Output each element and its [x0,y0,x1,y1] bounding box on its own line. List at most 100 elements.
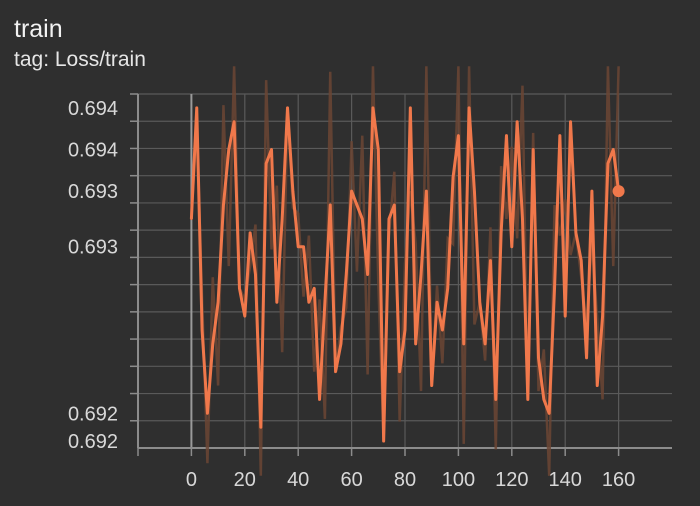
data-point [377,148,380,151]
data-point [542,398,546,401]
data-point [366,273,369,276]
y-tick-label: 0.694 [68,140,118,162]
data-point [409,106,412,110]
smoothed-series [189,106,625,443]
data-point [264,162,268,165]
data-point [430,384,433,387]
axes [130,93,672,456]
data-point [569,120,572,123]
data-point [531,148,535,151]
data-point [515,120,519,123]
data-point [345,273,348,276]
data-point [361,217,364,221]
data-point [334,370,337,373]
data-point [323,301,327,304]
data-point [489,259,492,262]
data-point [371,106,375,110]
x-tick-label: 120 [495,469,528,491]
y-tick-label: 0.693 [68,181,118,203]
data-point [227,148,230,151]
data-point [206,412,209,415]
x-tick-label: 140 [549,469,582,491]
data-point [505,134,508,137]
data-point [612,148,615,151]
x-tick-label: 160 [602,469,635,491]
data-point [419,273,423,276]
data-point [446,287,449,290]
data-point [248,231,252,235]
data-point [307,301,311,304]
x-tick-label: 60 [340,469,362,491]
x-tick-label: 40 [287,469,309,491]
data-point [478,301,481,304]
data-point [537,356,540,359]
data-point [483,342,487,346]
data-point [457,134,460,137]
data-point [329,203,332,207]
data-point [574,231,578,235]
chart-title: train [14,15,63,43]
data-point [606,162,610,165]
data-point [222,203,225,207]
data-point [467,106,471,110]
data-point [580,259,583,262]
data-point [393,203,396,207]
data-point [510,245,513,248]
data-point [596,384,599,387]
data-point [297,245,300,248]
data-point [355,203,359,207]
data-point [339,342,343,346]
data-point [387,217,391,221]
y-tick-label: 0.692 [68,431,118,453]
data-point [280,217,284,221]
data-point [435,301,439,304]
data-point [403,328,407,332]
x-tick-label: 0 [186,469,197,491]
data-point [553,287,556,290]
data-point [238,287,241,290]
data-point [585,356,588,359]
data-point [195,106,198,110]
data-point [499,231,503,235]
data-point [526,398,530,401]
data-point [302,245,305,248]
tick-labels: 0 20 40 60 80 100 120 140 160 0.692 0.692 0.693 0.69… [68,98,635,491]
data-point [382,439,385,443]
y-tick-label: 0.693 [68,237,118,259]
data-point [414,342,417,346]
x-tick-label: 100 [442,469,475,491]
y-tick-label: 0.692 [68,403,118,425]
data-point [350,189,353,193]
data-point [398,370,401,373]
data-point [521,217,524,221]
y-tick-label: 0.694 [68,98,118,120]
data-point [494,398,497,401]
data-point [547,412,551,415]
data-point [451,176,455,179]
data-point [590,189,594,193]
data-point [190,217,193,221]
data-point [270,148,273,151]
data-point [291,189,295,193]
data-point [462,342,465,346]
data-point [564,314,567,318]
data-point [232,120,236,123]
data-point [275,301,279,304]
data-point [216,301,220,304]
data-point [254,273,257,276]
data-point [318,398,321,401]
data-point [601,314,604,318]
data-point [558,134,562,137]
chart-tag: tag: Loss/train [14,48,146,71]
data-point [425,189,428,193]
x-tick-label: 80 [394,469,416,491]
data-point [473,189,476,193]
data-point [211,342,214,346]
last-point-marker [612,185,625,198]
data-point [286,106,289,110]
data-point [313,287,316,290]
data-point [243,314,246,318]
data-point [200,328,204,332]
x-tick-label: 20 [234,469,256,491]
